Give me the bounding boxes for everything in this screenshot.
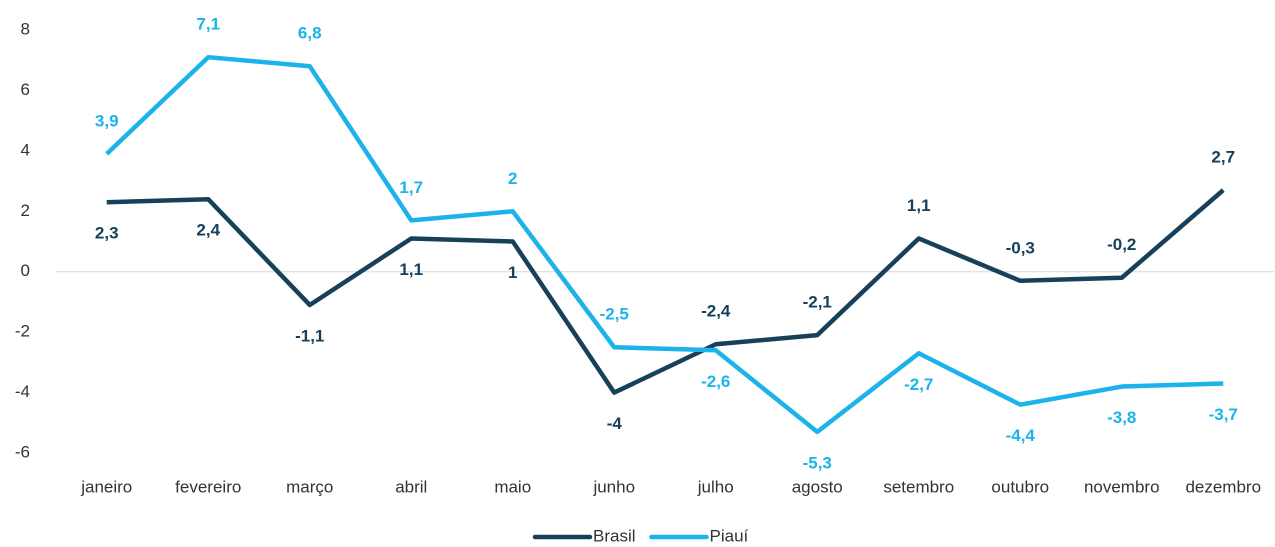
x-tick-label: março (286, 477, 333, 496)
data-label: -4,4 (1006, 426, 1036, 445)
data-label: -3,8 (1107, 408, 1136, 427)
legend-label: Piauí (710, 526, 749, 545)
y-tick-label: -2 (15, 322, 30, 341)
series-line (105, 54, 1224, 435)
data-label: -2,7 (904, 375, 933, 394)
x-tick-label: julho (697, 477, 734, 496)
x-tick-label: maio (494, 477, 531, 496)
data-label: -2,6 (701, 372, 730, 391)
data-label: -3,7 (1209, 405, 1238, 424)
data-label: 2,7 (1211, 148, 1235, 167)
data-label: -4 (607, 414, 623, 433)
x-tick-label: abril (395, 477, 427, 496)
data-label: 3,9 (95, 111, 119, 130)
x-tick-label: janeiro (80, 477, 132, 496)
x-tick-label: dezembro (1185, 477, 1261, 496)
y-tick-label: -4 (15, 382, 30, 401)
data-label: 1,7 (399, 178, 423, 197)
x-tick-label: outubro (991, 477, 1049, 496)
data-label: -1,1 (295, 326, 324, 345)
data-label: -2,1 (803, 293, 832, 312)
y-tick-label: 8 (21, 19, 30, 38)
data-label: -2,5 (600, 305, 629, 324)
data-label: 1,1 (907, 196, 931, 215)
data-label: 7,1 (196, 15, 220, 34)
y-tick-label: 0 (21, 261, 30, 280)
x-tick-label: junho (592, 477, 635, 496)
y-tick-label: 4 (21, 140, 30, 159)
x-tick-label: setembro (883, 477, 954, 496)
legend-label: Brasil (593, 526, 636, 545)
data-label: 6,8 (298, 24, 322, 43)
y-tick-label: -6 (15, 442, 30, 461)
data-label: 2 (508, 169, 517, 188)
data-label: 1,1 (399, 260, 423, 279)
x-tick-label: novembro (1084, 477, 1160, 496)
data-label: 2,3 (95, 224, 119, 243)
data-label: -0,2 (1107, 235, 1136, 254)
data-label: 2,4 (196, 221, 220, 240)
y-tick-label: 6 (21, 80, 30, 99)
x-tick-label: agosto (792, 477, 843, 496)
x-tick-label: fevereiro (175, 477, 241, 496)
data-label: 1 (508, 263, 517, 282)
series-line (106, 188, 1225, 395)
data-label: -0,3 (1006, 238, 1035, 257)
data-label: -2,4 (701, 302, 731, 321)
y-tick-label: 2 (21, 201, 30, 220)
data-label: -5,3 (803, 453, 832, 472)
